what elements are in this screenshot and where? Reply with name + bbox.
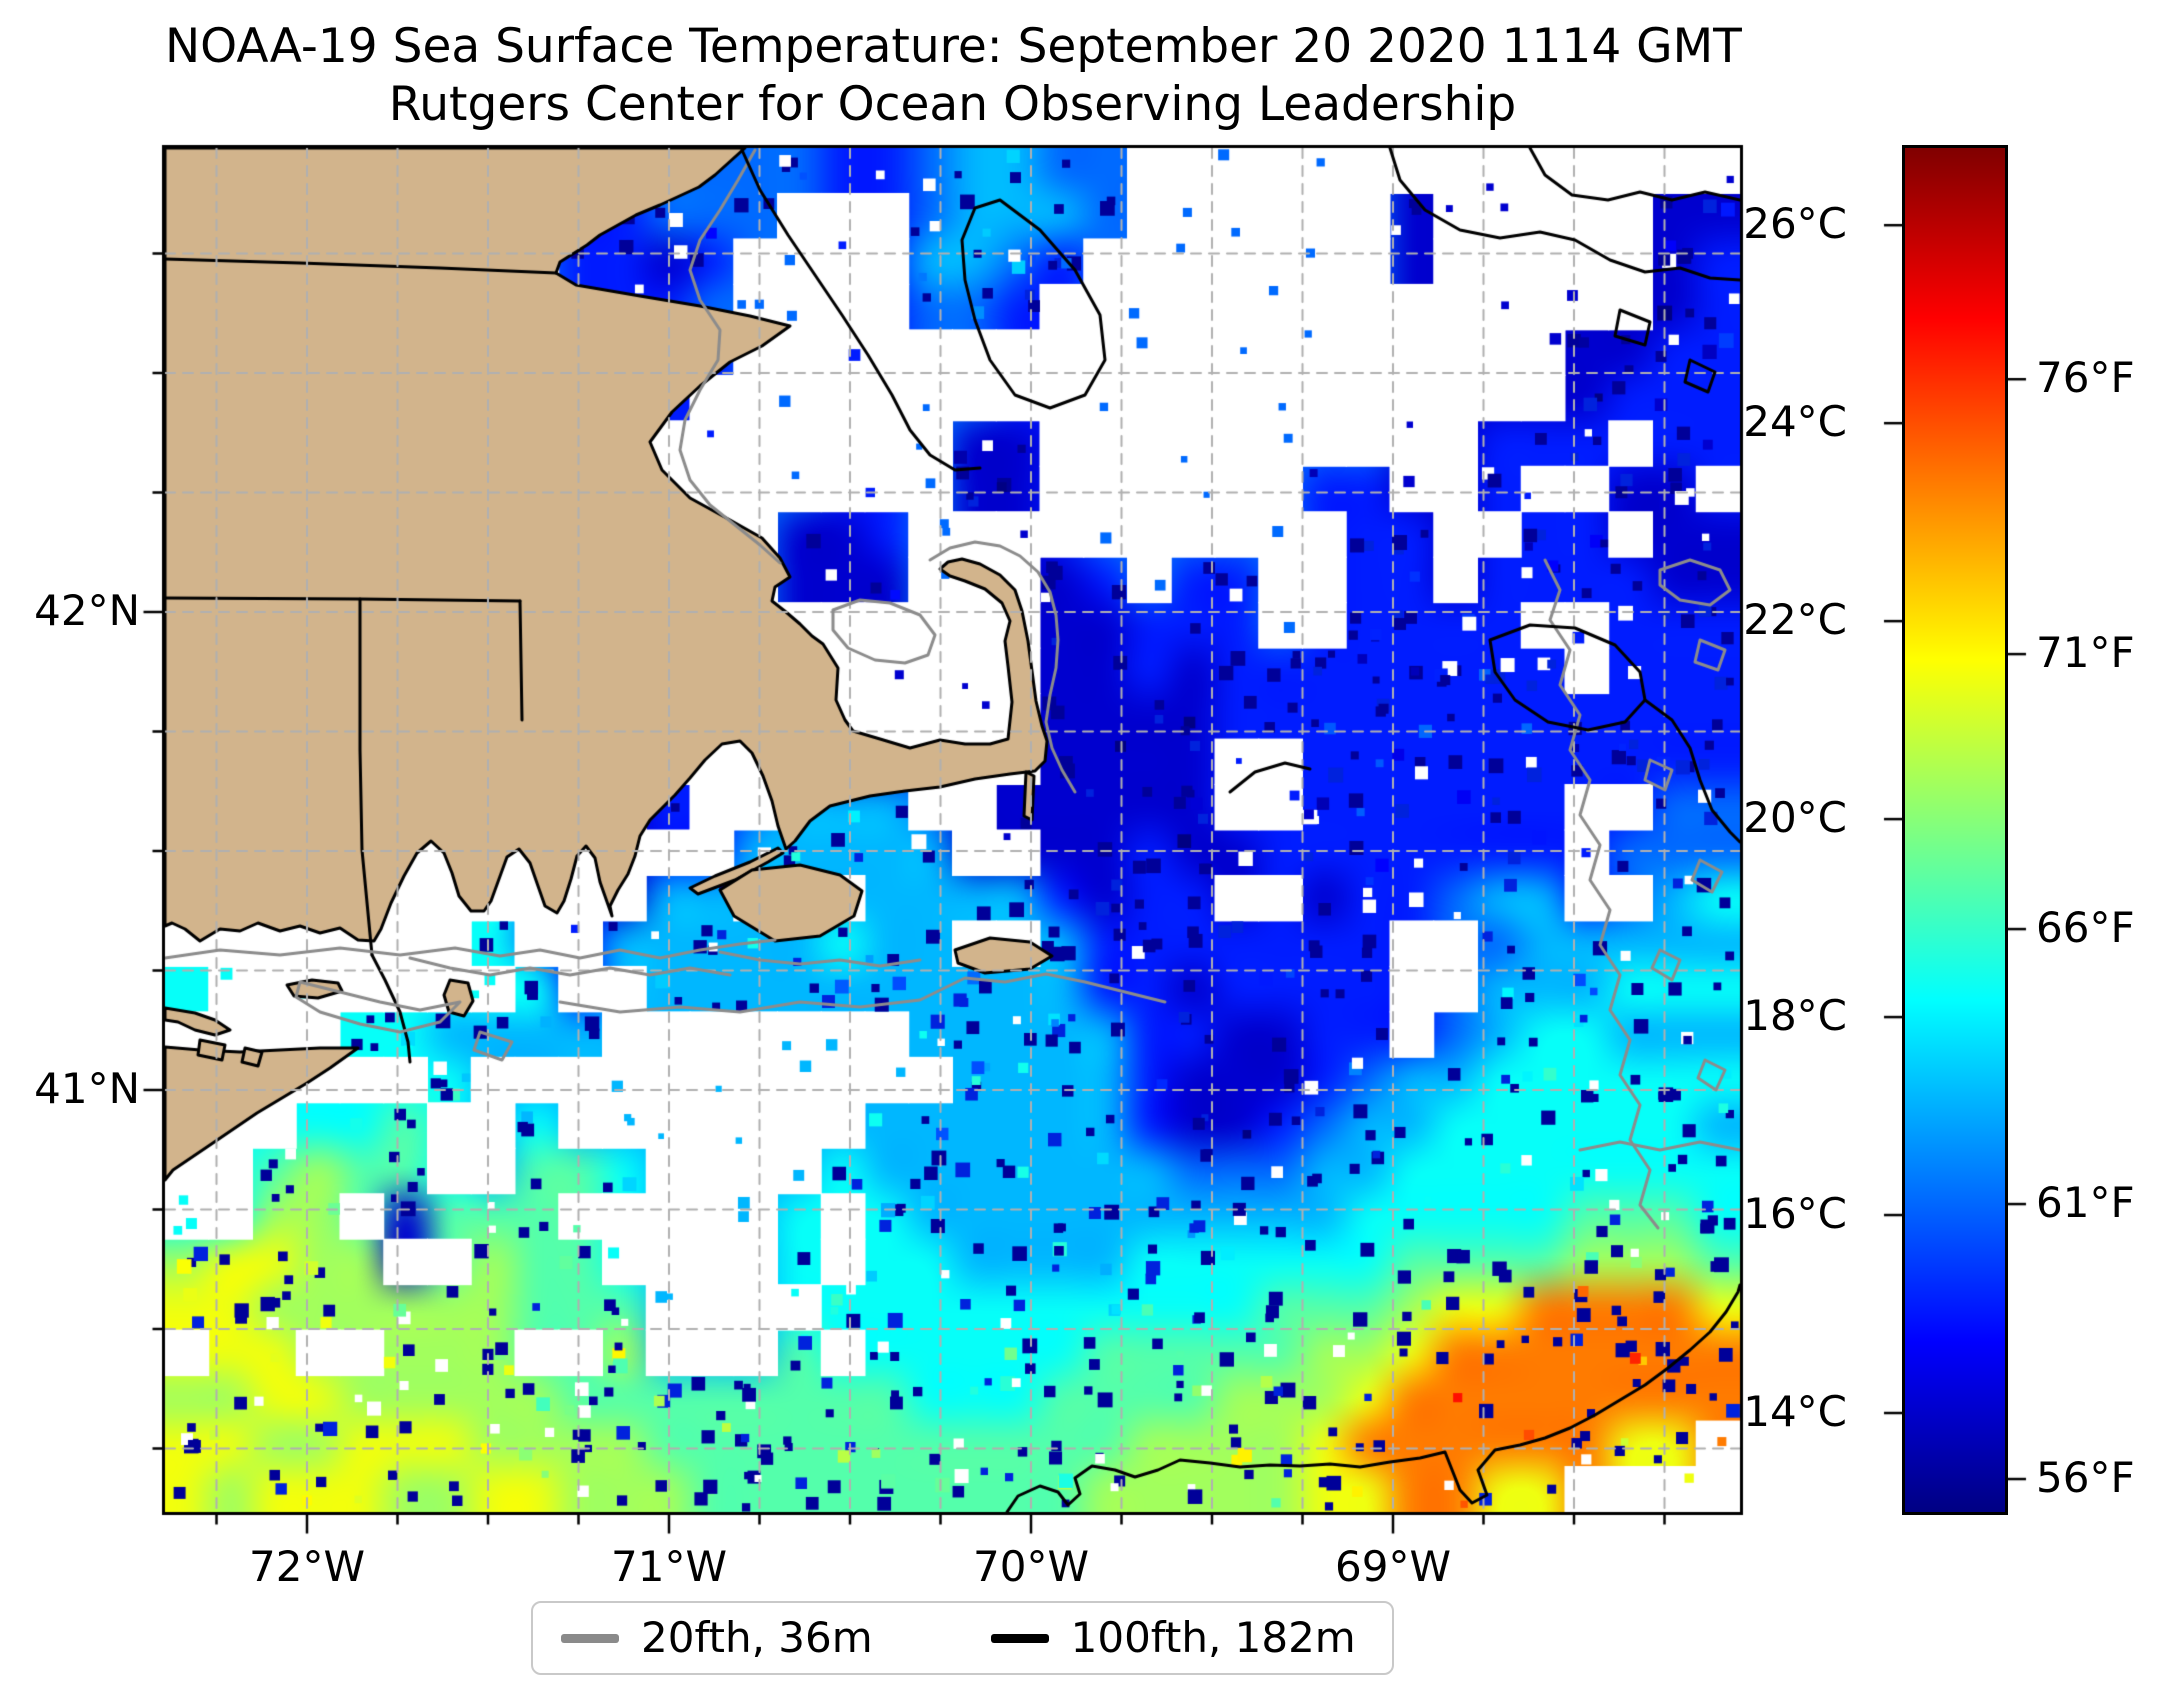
colorbar-f-tick-66°F: 66°F — [2036, 903, 2135, 953]
legend-label-20fth: 20fth, 36m — [641, 1613, 873, 1662]
x-tick-label-72°W: 72°W — [249, 1542, 365, 1591]
legend: 20fth, 36m 100fth, 182m — [531, 1601, 1394, 1675]
colorbar-c-tick-16°C: 16°C — [1743, 1189, 1847, 1239]
x-tick-label-69°W: 69°W — [1335, 1542, 1451, 1591]
colorbar-f-tick-76°F: 76°F — [2036, 353, 2135, 403]
colorbar-c-tick-14°C: 14°C — [1743, 1387, 1847, 1437]
x-tick-label-71°W: 71°W — [611, 1542, 727, 1591]
legend-item-20fth: 20fth, 36m — [561, 1615, 873, 1661]
isobath-20fth-line-swatch — [561, 1633, 619, 1643]
y-tick-label-41°N: 41°N — [34, 1064, 140, 1113]
colorbar — [1902, 145, 2008, 1515]
colorbar-c-tick-26°C: 26°C — [1743, 199, 1847, 249]
colorbar-f-tick-56°F: 56°F — [2036, 1453, 2135, 1503]
y-tick-label-42°N: 42°N — [34, 586, 140, 635]
colorbar-c-tick-22°C: 22°C — [1743, 595, 1847, 645]
colorbar-f-tick-61°F: 61°F — [2036, 1178, 2135, 1228]
isobath-100fth-line-swatch — [990, 1633, 1049, 1643]
legend-item-100fth: 100fth, 182m — [990, 1613, 1356, 1662]
colorbar-c-tick-24°C: 24°C — [1743, 397, 1847, 447]
x-tick-label-70°W: 70°W — [973, 1542, 1089, 1591]
colorbar-c-tick-20°C: 20°C — [1743, 793, 1847, 843]
colorbar-c-tick-18°C: 18°C — [1743, 991, 1847, 1041]
legend-label-100fth: 100fth, 182m — [1070, 1613, 1356, 1662]
colorbar-f-tick-71°F: 71°F — [2036, 628, 2135, 678]
